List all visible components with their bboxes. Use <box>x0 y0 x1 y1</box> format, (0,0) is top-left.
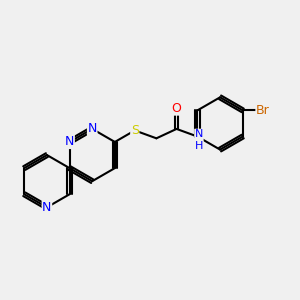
Text: N
H: N H <box>195 129 203 151</box>
Text: N: N <box>65 136 74 148</box>
Text: O: O <box>172 102 182 115</box>
Text: S: S <box>131 124 139 137</box>
Text: N: N <box>42 201 52 214</box>
Text: N: N <box>88 122 97 135</box>
Text: Br: Br <box>256 104 270 117</box>
